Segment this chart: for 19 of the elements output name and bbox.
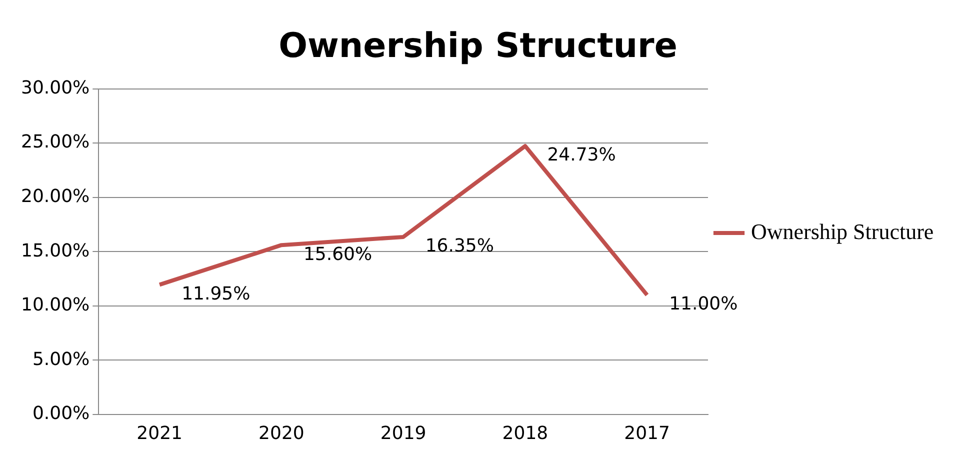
y-tick-label: 25.00% bbox=[20, 132, 90, 153]
y-tick-label: 5.00% bbox=[32, 348, 90, 370]
x-tick-label: 2021 bbox=[136, 422, 182, 444]
y-tick-label: 30.00% bbox=[20, 77, 90, 98]
data-label: 11.95% bbox=[182, 283, 250, 304]
data-label: 24.73% bbox=[547, 144, 616, 166]
chart-title: Ownership Structure bbox=[278, 26, 678, 66]
data-label: 15.60% bbox=[303, 244, 372, 265]
legend-label: Ownership Structure bbox=[751, 218, 934, 244]
x-tick-label: 2018 bbox=[502, 422, 548, 444]
y-tick-label: 15.00% bbox=[20, 240, 90, 262]
x-tick-label: 2020 bbox=[258, 422, 304, 444]
data-label: 11.00% bbox=[669, 294, 738, 315]
x-tick-label: 2019 bbox=[380, 422, 426, 444]
x-tick-label: 2017 bbox=[624, 422, 670, 444]
y-tick-label: 0.00% bbox=[32, 403, 90, 424]
data-label: 16.35% bbox=[425, 236, 494, 257]
y-tick-label: 10.00% bbox=[20, 294, 90, 316]
y-tick-label: 20.00% bbox=[20, 186, 90, 208]
